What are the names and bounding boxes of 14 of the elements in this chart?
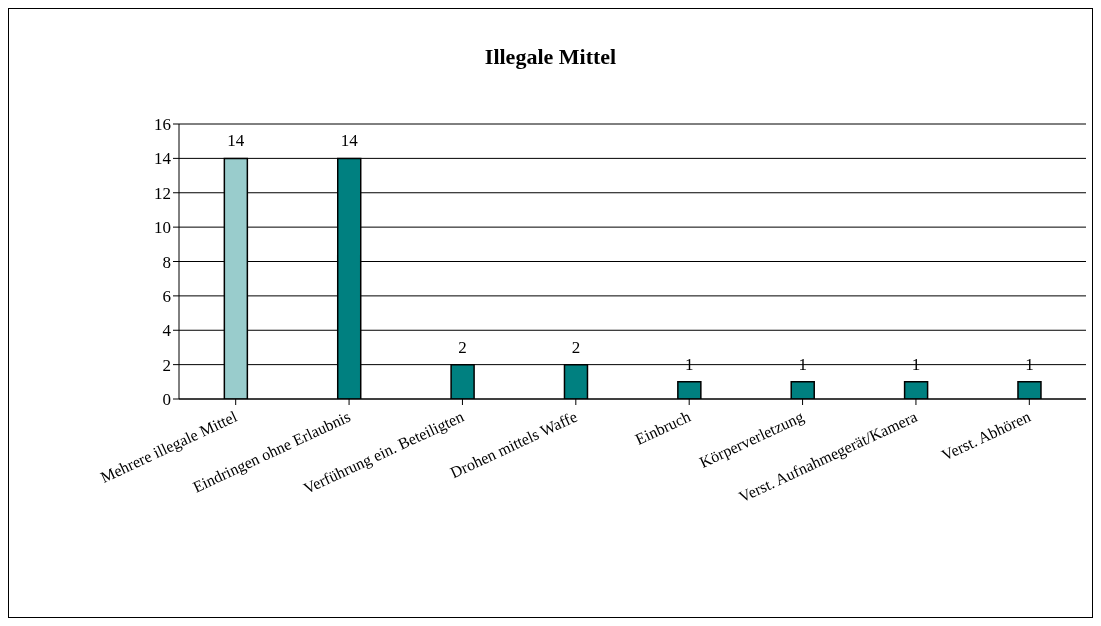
data-label: 2 [458,337,467,357]
data-label: 14 [340,131,359,151]
data-label: 2 [571,337,581,357]
y-tick-label: 6 [162,286,171,306]
chart-title: Illegale Mittel [483,44,618,70]
y-tick-label: 2 [162,355,171,375]
y-tick-label: 8 [162,252,171,272]
y-tick-label: 16 [154,115,171,135]
y-tick-label: 10 [154,218,171,238]
data-label: 14 [227,131,245,151]
y-tick-label: 0 [162,390,171,410]
y-tick-label: 14 [154,149,172,169]
y-tick-label: 4 [162,321,172,341]
y-tick-label: 12 [154,183,171,203]
